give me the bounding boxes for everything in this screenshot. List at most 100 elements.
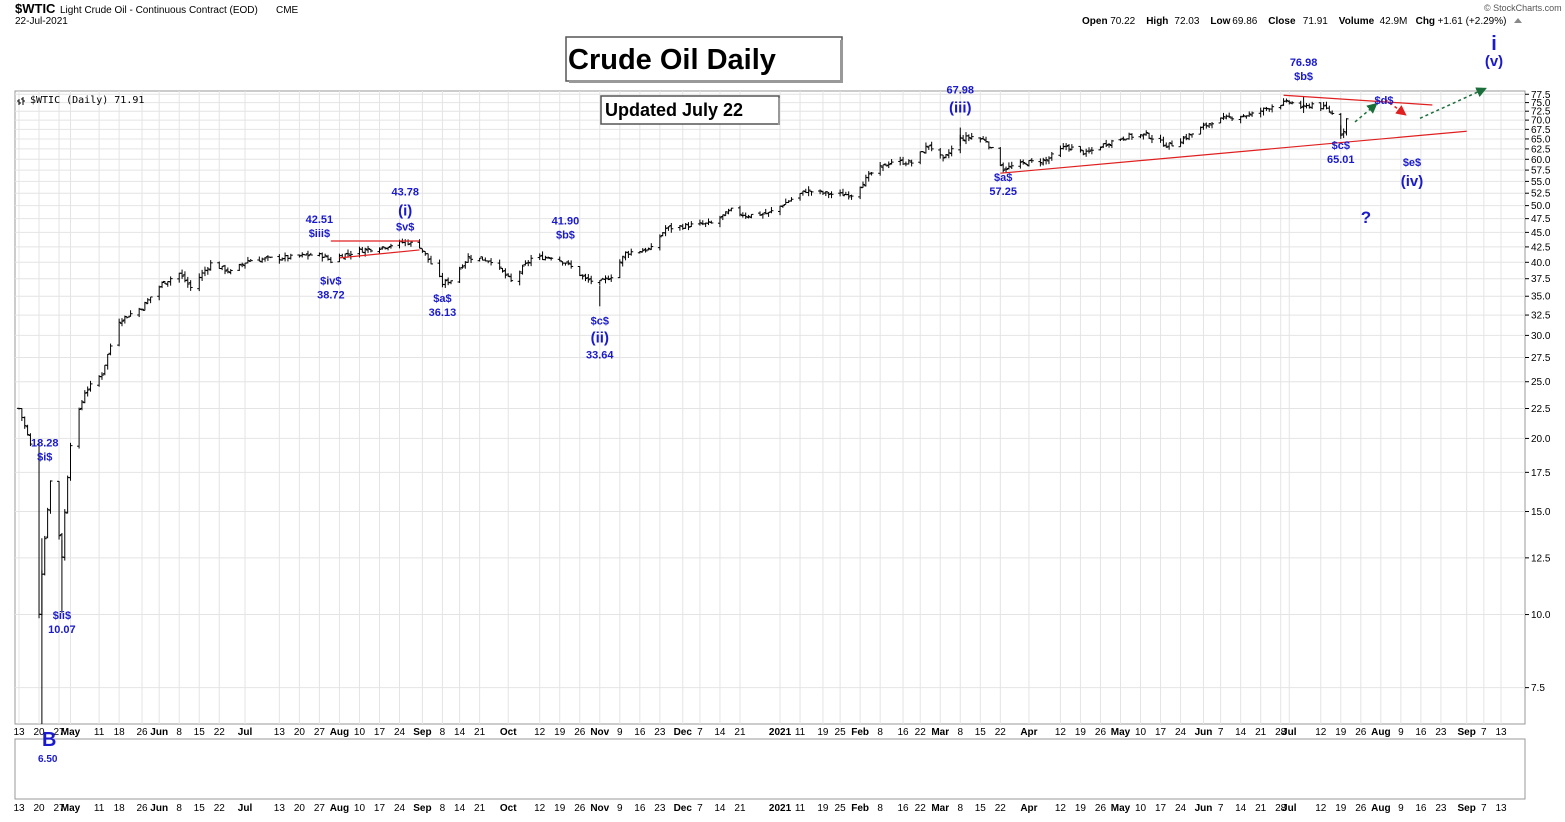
chart-header: $WTIC Light Crude Oil - Continuous Contr… bbox=[15, 1, 1562, 27]
description-label: Light Crude Oil - Continuous Contract (E… bbox=[60, 5, 258, 16]
x-tick-label: 8 bbox=[957, 803, 963, 814]
legend-text: $WTIC (Daily) 71.91 bbox=[30, 95, 144, 106]
series-legend: $WTIC (Daily) 71.91 bbox=[17, 95, 144, 106]
x-tick-label: 26 bbox=[1095, 803, 1107, 814]
x-tick-label: 24 bbox=[394, 727, 406, 738]
y-axis: 7.5 10.0 12.5 15.0 17.5 20.0 22.5 25.0 27.5 30.0 3… bbox=[1525, 90, 1551, 694]
x-tick-label: 27 bbox=[314, 727, 326, 738]
x-tick-label: 19 bbox=[554, 727, 566, 738]
x-tick-label: 15 bbox=[975, 727, 987, 738]
projection-d-label: $d$ bbox=[1375, 95, 1394, 107]
x-tick-label: 21 bbox=[474, 803, 486, 814]
x-tick-label: Jul bbox=[238, 727, 253, 738]
x-tick-label: Jun bbox=[1195, 803, 1213, 814]
projection-arrows bbox=[1354, 87, 1487, 123]
x-tick-label: 26 bbox=[574, 727, 586, 738]
x-tick-label: 21 bbox=[1255, 727, 1267, 738]
x-tick-label: 22 bbox=[214, 727, 226, 738]
wave-label: 18.28 bbox=[31, 437, 59, 449]
question-label: ? bbox=[1361, 208, 1371, 227]
x-tick-label: 12 bbox=[1055, 727, 1067, 738]
x-tick-label: 16 bbox=[634, 727, 646, 738]
y-tick-label: 40.0 bbox=[1531, 258, 1551, 269]
x-tick-label: Jun bbox=[1195, 727, 1213, 738]
x-tick-label: Sep bbox=[413, 727, 431, 738]
x-tick-label: 26 bbox=[574, 803, 586, 814]
x-tick-label: 7 bbox=[1218, 727, 1224, 738]
x-tick-label: 10 bbox=[354, 727, 366, 738]
x-tick-label: 2021 bbox=[769, 803, 792, 814]
x-tick-label: 2021 bbox=[769, 727, 792, 738]
x-tick-label: 22 bbox=[995, 803, 1007, 814]
x-tick-label: Dec bbox=[674, 803, 693, 814]
exchange-label: CME bbox=[276, 5, 299, 16]
stat-label: Volume bbox=[1339, 16, 1375, 27]
x-tick-label: 9 bbox=[1398, 727, 1404, 738]
y-tick-label: 55.0 bbox=[1531, 177, 1551, 188]
x-tick-label: 13 bbox=[274, 727, 286, 738]
x-tick-label: 26 bbox=[1355, 727, 1367, 738]
x-tick-label: 21 bbox=[1255, 803, 1267, 814]
y-tick-label: 72.5 bbox=[1531, 107, 1551, 118]
y-tick-label: 32.5 bbox=[1531, 311, 1551, 322]
wave-label: 76.98 bbox=[1290, 57, 1318, 69]
x-tick-label: 12 bbox=[534, 803, 546, 814]
x-tick-label: 23 bbox=[654, 727, 666, 738]
toggle-caret-icon[interactable] bbox=[1514, 18, 1522, 23]
x-tick-label: Nov bbox=[590, 803, 609, 814]
x-tick-label: 21 bbox=[474, 727, 486, 738]
stat-value: 71.91 bbox=[1303, 16, 1328, 27]
y-tick-label: 77.5 bbox=[1531, 90, 1551, 101]
stat-label: Close bbox=[1268, 16, 1296, 27]
x-tick-label: 7 bbox=[1218, 803, 1224, 814]
y-tick-label: 52.5 bbox=[1531, 189, 1551, 200]
x-tick-label: 16 bbox=[1415, 727, 1427, 738]
x-tick-label: May bbox=[1111, 727, 1131, 738]
x-tick-label: 11 bbox=[795, 727, 806, 738]
x-tick-label: 12 bbox=[1055, 803, 1067, 814]
x-tick-label: 27 bbox=[53, 727, 65, 738]
x-tick-label: 10 bbox=[354, 803, 366, 814]
x-tick-label: May bbox=[1111, 803, 1131, 814]
wave-label: 67.98 bbox=[947, 85, 975, 97]
y-tick-label: 60.0 bbox=[1531, 155, 1551, 166]
x-tick-label: 20 bbox=[33, 803, 45, 814]
x-tick-label: Aug bbox=[330, 727, 349, 738]
y-tick-label: 45.0 bbox=[1531, 228, 1551, 239]
wave-label: $b$ bbox=[1294, 71, 1313, 83]
x-tick-label: Sep bbox=[1457, 727, 1475, 738]
x-tick-label: 26 bbox=[1355, 803, 1367, 814]
x-tick-label: 25 bbox=[835, 803, 847, 814]
x-tick-label: 12 bbox=[1315, 803, 1327, 814]
x-tick-label: 17 bbox=[1155, 803, 1167, 814]
wave-label: $i$ bbox=[37, 451, 52, 463]
y-tick-label: 62.5 bbox=[1531, 144, 1551, 155]
ohlc-bars bbox=[17, 95, 1349, 724]
x-tick-label: Sep bbox=[1457, 803, 1475, 814]
wave-label: $b$ bbox=[556, 230, 575, 242]
symbol-label: $WTIC bbox=[15, 1, 56, 16]
x-tick-label: Dec bbox=[674, 727, 693, 738]
x-tick-label: 8 bbox=[440, 727, 446, 738]
y-tick-label: 70.0 bbox=[1531, 116, 1551, 127]
wave-label: $iii$ bbox=[309, 228, 330, 240]
x-tick-label: 10 bbox=[1135, 727, 1147, 738]
stat-label: Low bbox=[1210, 16, 1230, 27]
x-tick-label: Aug bbox=[1371, 727, 1390, 738]
y-tick-label: 75.0 bbox=[1531, 98, 1551, 109]
trendlines bbox=[330, 94, 1467, 259]
x-tick-label: 26 bbox=[136, 803, 148, 814]
x-tick-label: 26 bbox=[1095, 727, 1107, 738]
x-tick-label: Feb bbox=[851, 727, 869, 738]
x-tick-label: May bbox=[61, 803, 81, 814]
x-tick-label: 28 bbox=[1275, 803, 1287, 814]
x-tick-label: 23 bbox=[654, 803, 666, 814]
x-tick-label: Aug bbox=[330, 803, 349, 814]
title-box: Crude Oil Daily bbox=[565, 36, 843, 83]
x-tick-label: 16 bbox=[1415, 803, 1427, 814]
x-tick-label: 13 bbox=[1495, 803, 1507, 814]
